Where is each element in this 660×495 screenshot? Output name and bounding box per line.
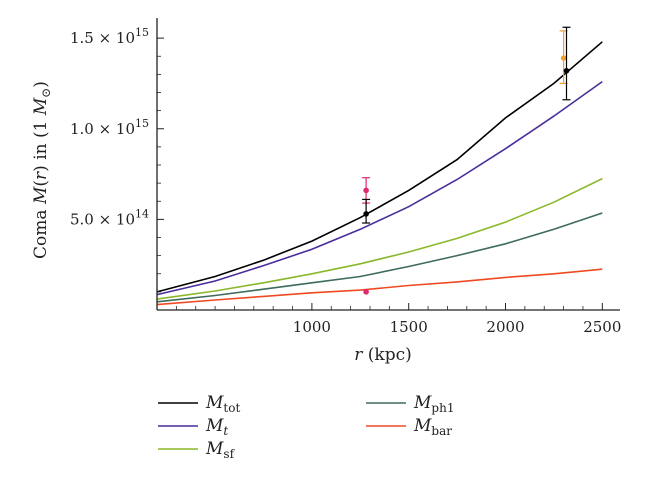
data-point bbox=[560, 55, 567, 61]
data-point bbox=[363, 289, 369, 295]
data-point bbox=[363, 211, 369, 217]
series-line-tot bbox=[156, 41, 603, 293]
y-tick-label: 1.5 × 1015 bbox=[70, 26, 149, 47]
y-tick-label: 1.0 × 1015 bbox=[70, 117, 149, 138]
plot-lines bbox=[156, 41, 603, 306]
legend-label-sf: Msf bbox=[205, 439, 236, 461]
x-tick-label: 2500 bbox=[583, 318, 621, 336]
legend-label-ph1: Mph1 bbox=[413, 393, 454, 415]
series-line-sf bbox=[156, 177, 603, 300]
series-line-bar bbox=[156, 268, 603, 306]
x-tick-label: 1000 bbox=[293, 318, 331, 336]
legend-label-tot: Mtot bbox=[205, 393, 240, 415]
axes: 1000 1500 2000 2500 5.0 × 1014 1.0 × 1015 1.5 … bbox=[70, 18, 621, 336]
data-points bbox=[362, 26, 571, 295]
legend-label-t: Mt bbox=[205, 416, 228, 438]
x-tick-label: 1500 bbox=[390, 318, 428, 336]
legend-label-bar: Mbar bbox=[413, 416, 452, 438]
y-tick-label: 5.0 × 1014 bbox=[70, 207, 149, 228]
series-line-t bbox=[156, 80, 603, 296]
y-axis-title: Coma M(r) in (1 M⊙) bbox=[31, 81, 53, 259]
series-line-ph1 bbox=[156, 212, 603, 303]
data-point bbox=[363, 187, 369, 194]
x-tick-label: 2000 bbox=[486, 318, 524, 336]
x-axis-title: r (kpc) bbox=[354, 345, 412, 365]
data-point bbox=[563, 67, 570, 74]
